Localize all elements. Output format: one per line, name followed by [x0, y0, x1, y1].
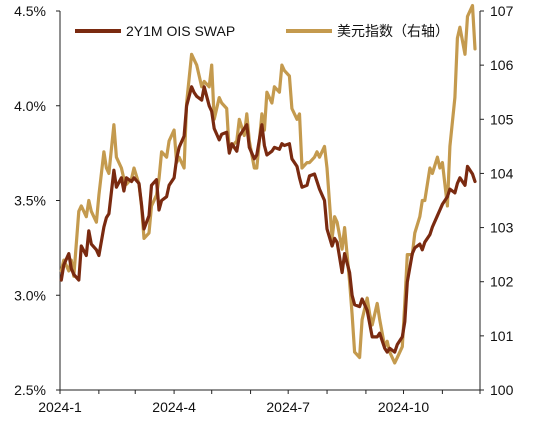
x-tick-label: 2024-1 [38, 399, 82, 415]
right-y-tick-label: 101 [490, 328, 514, 344]
series-line-ois [59, 85, 477, 354]
left-y-tick-label: 3.0% [14, 287, 46, 303]
axes: 2.5% 3.0% 3.5% 4.0% 4.5% 100 101 102 103 104 105 10… [14, 3, 513, 415]
legend-label-dxy: 美元指数（右轴） [337, 23, 449, 39]
right-y-tick-label: 105 [490, 111, 514, 127]
legend: 2Y1M OIS SWAP 美元指数（右轴） [75, 23, 449, 39]
left-y-tick-label: 4.5% [14, 3, 46, 19]
left-y-tick-label: 3.5% [14, 193, 46, 209]
right-y-tick-label: 103 [490, 220, 514, 236]
right-y-tick-label: 100 [490, 382, 514, 398]
left-y-tick-label: 4.0% [14, 98, 46, 114]
x-tick-label: 2024-4 [152, 399, 196, 415]
series-lines [59, 3, 477, 365]
right-y-tick-label: 106 [490, 57, 514, 73]
right-y-tick-label: 104 [490, 165, 514, 181]
left-y-tick-label: 2.5% [14, 382, 46, 398]
x-tick-label: 2024-7 [266, 399, 310, 415]
x-tick-label: 2024-10 [378, 399, 430, 415]
right-y-tick-label: 102 [490, 274, 514, 290]
legend-label-ois: 2Y1M OIS SWAP [126, 23, 235, 39]
right-y-tick-label: 107 [490, 3, 514, 19]
